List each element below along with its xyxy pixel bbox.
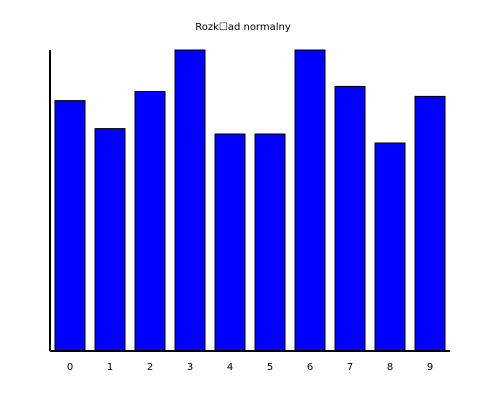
bar-3 xyxy=(174,49,206,352)
x-tick-label-3: 3 xyxy=(187,362,193,373)
x-tick-label-9: 9 xyxy=(427,362,433,373)
x-tick-labels: 0 1 2 3 4 5 6 7 8 9 xyxy=(67,362,433,373)
x-tick-label-0: 0 xyxy=(67,362,73,373)
x-tick-label-8: 8 xyxy=(387,362,393,373)
x-tick-label-6: 6 xyxy=(307,362,313,373)
bar-7 xyxy=(334,85,366,352)
bar-9 xyxy=(414,95,446,352)
bar-0 xyxy=(54,100,86,352)
x-tick-label-2: 2 xyxy=(147,362,153,373)
chart-title: Rozk☐ad normalny xyxy=(195,22,291,33)
bar-group xyxy=(54,49,446,352)
bar-6 xyxy=(294,49,326,352)
x-tick-label-7: 7 xyxy=(347,362,353,373)
bar-2 xyxy=(134,91,166,352)
x-tick-label-1: 1 xyxy=(107,362,113,373)
x-tick-label-4: 4 xyxy=(227,362,233,373)
bar-8 xyxy=(374,142,406,352)
bar-1 xyxy=(94,128,126,352)
bar-5 xyxy=(254,133,286,352)
bar-4 xyxy=(214,133,246,352)
x-tick-label-5: 5 xyxy=(267,362,273,373)
